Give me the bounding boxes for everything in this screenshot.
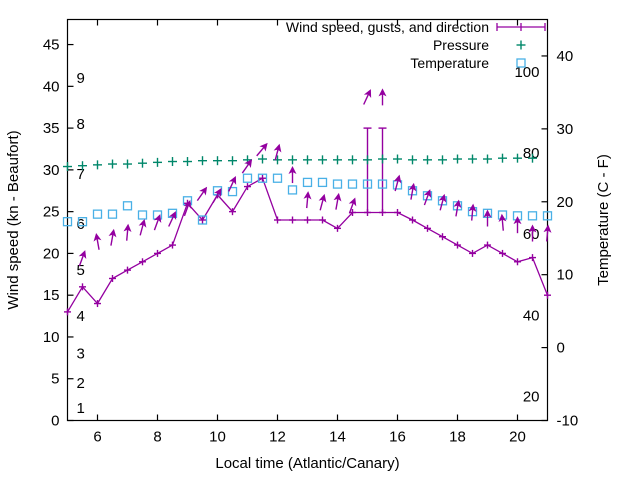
temperature-point: [272, 173, 283, 183]
beaufort-scale-label: 7: [77, 166, 85, 183]
left-axis-tick-label: 15: [43, 287, 60, 304]
legend-label-2: Temperature: [410, 55, 489, 71]
right-axis-tick-label: 30: [557, 121, 574, 138]
left-axis-tick-label: 40: [43, 78, 60, 95]
temperature-point: [137, 210, 148, 220]
left-axis-title: Wind speed (kn - Beaufort): [5, 130, 22, 309]
right-axis-tick-label: 40: [557, 48, 574, 65]
legend-label-1: Pressure: [433, 37, 489, 53]
fahrenheit-scale-label: 100: [514, 64, 539, 81]
wind-direction-arrow: [408, 182, 417, 200]
temperature-point: [227, 186, 238, 197]
beaufort-scale-label: 4: [77, 308, 85, 325]
wind-direction-arrow: [513, 216, 522, 234]
fahrenheit-scale-label: 60: [523, 226, 540, 243]
bottom-axis-title: Local time (Atlantic/Canary): [215, 455, 399, 472]
temperature-point: [107, 209, 118, 219]
fahrenheit-scale-label: 40: [523, 308, 540, 325]
temperature-point: [302, 177, 313, 188]
wind-direction-arrow: [303, 191, 312, 209]
temperature-point: [317, 177, 328, 188]
wind-direction-arrow: [318, 193, 327, 211]
bottom-axis-tick-label: 10: [209, 429, 226, 446]
wind-direction-arrow: [528, 224, 537, 242]
wind-direction-arrow: [378, 88, 387, 106]
beaufort-scale-label: 8: [77, 116, 85, 133]
wind-direction-arrow: [93, 233, 102, 250]
wind-direction-arrow: [468, 203, 477, 221]
left-axis-tick-label: 35: [43, 120, 60, 137]
wind-direction-arrow: [543, 224, 552, 242]
fahrenheit-scale-label: 80: [523, 145, 540, 162]
wind-direction-arrow: [273, 143, 282, 161]
wind-direction-arrow: [108, 228, 117, 246]
beaufort-scale-label: 1: [77, 400, 85, 417]
wind-direction-arrow: [438, 193, 447, 211]
beaufort-scale-label: 3: [77, 346, 85, 363]
temperature-point: [377, 179, 388, 189]
wind-direction-arrow: [212, 188, 222, 204]
wind-direction-arrow: [183, 199, 192, 217]
legend-marker-temperature: [516, 58, 526, 68]
wind-direction-arrow: [498, 213, 507, 231]
temperature-point: [347, 179, 358, 189]
temperature-point: [527, 211, 538, 221]
left-axis-tick-label: 45: [43, 37, 60, 54]
beaufort-scale-label: 5: [77, 262, 85, 279]
beaufort-scale-label: 2: [77, 375, 85, 392]
bottom-axis-tick-label: 20: [509, 429, 526, 446]
legend-label-0: Wind speed, gusts, and direction: [286, 19, 489, 35]
wind-direction-arrow: [123, 223, 132, 241]
temperature-point: [92, 209, 103, 219]
left-axis-tick-label: 25: [43, 204, 60, 221]
bottom-axis-tick-label: 18: [449, 429, 466, 446]
wind-direction-arrow: [393, 174, 402, 192]
temperature-point: [362, 179, 373, 189]
left-axis-tick-label: 10: [43, 329, 60, 346]
left-axis-tick-label: 30: [43, 162, 60, 179]
wind-direction-arrow: [483, 209, 492, 227]
temperature-point: [77, 217, 88, 227]
bottom-axis-tick-label: 14: [329, 429, 346, 446]
temperature-point: [197, 215, 208, 225]
wind-direction-arrow: [288, 166, 297, 184]
wind-direction-arrow: [228, 175, 237, 192]
left-axis-tick-label: 20: [43, 245, 60, 262]
right-axis-tick-label: 0: [557, 340, 565, 357]
right-axis-title: Temperature (C - F): [595, 154, 612, 286]
bottom-axis-tick-label: 6: [93, 429, 101, 446]
right-axis-tick-label: 10: [557, 267, 574, 284]
wind-direction-arrow: [138, 218, 147, 236]
beaufort-scale-label: 6: [77, 216, 85, 233]
temperature-point: [257, 173, 268, 183]
temperature-point: [62, 217, 73, 227]
wind-direction-arrow: [363, 89, 372, 105]
wind-direction-arrow: [256, 142, 268, 157]
temperature-point: [542, 211, 553, 221]
bottom-axis-tick-label: 16: [389, 429, 406, 446]
temperature-point: [242, 173, 253, 183]
left-axis-tick-label: 0: [51, 413, 59, 430]
wind-direction-arrow: [348, 197, 357, 214]
wind-direction-arrow: [196, 186, 208, 202]
wind-direction-arrow: [241, 159, 253, 174]
bottom-axis-tick-label: 8: [153, 429, 161, 446]
wind-direction-arrow: [333, 192, 342, 210]
temperature-point: [122, 201, 133, 211]
wind-direction-arrow: [168, 211, 177, 227]
right-axis-tick-label: 20: [557, 194, 574, 211]
wind-direction-arrow: [153, 214, 162, 231]
temperature-point: [332, 179, 343, 189]
bottom-axis-tick-label: 12: [269, 429, 286, 446]
temperature-point: [287, 185, 298, 195]
wind-direction-arrow: [78, 250, 87, 267]
right-axis-tick-label: -10: [557, 413, 579, 430]
beaufort-scale-label: 9: [77, 70, 85, 87]
wind-direction-arrow: [423, 189, 432, 206]
wind-direction-arrow: [453, 199, 462, 217]
left-axis-tick-label: 5: [51, 371, 59, 388]
fahrenheit-scale-label: 20: [523, 388, 540, 405]
